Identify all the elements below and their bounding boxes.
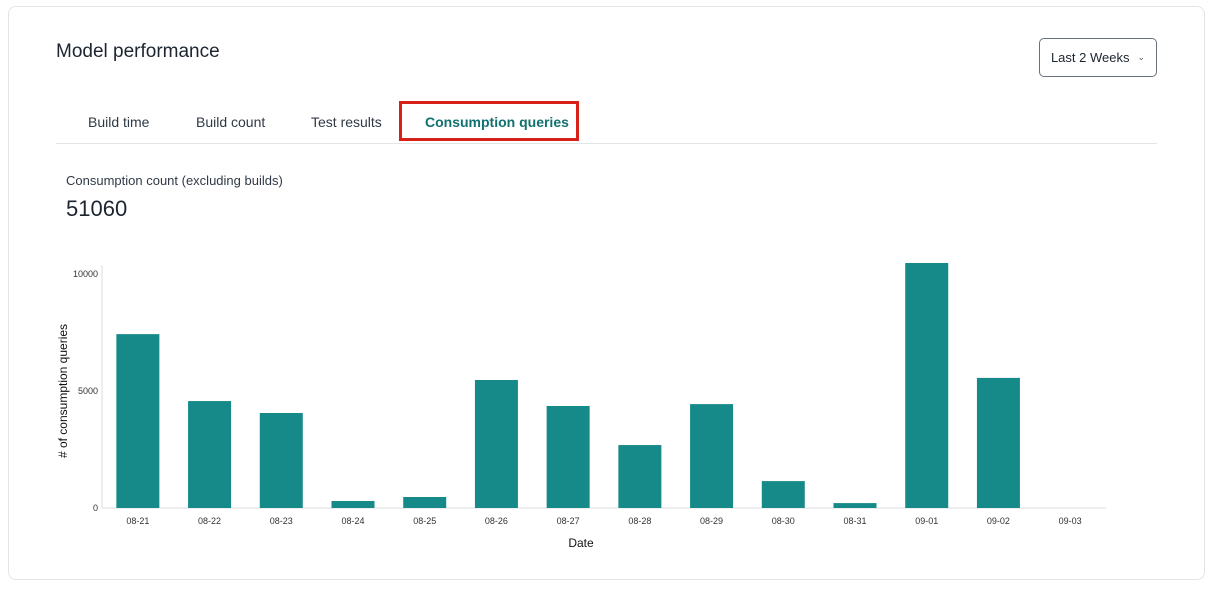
- bar-08-31: [833, 503, 877, 508]
- date-range-label: Last 2 Weeks: [1050, 50, 1130, 65]
- bar-08-24: [331, 500, 375, 508]
- chevron-down-icon: ⌄: [1137, 52, 1146, 62]
- summary-value: 51060: [66, 196, 128, 221]
- x-tick-label: 08-26: [485, 516, 508, 526]
- x-tick-label: 08-29: [700, 516, 723, 526]
- x-tick-label: 08-30: [772, 516, 795, 526]
- date-range-dropdown[interactable]: Last 2 Weeks ⌄: [1039, 38, 1157, 77]
- y-tick-label: 5000: [78, 386, 98, 396]
- tab-build-count[interactable]: Build count: [196, 114, 266, 130]
- highlight-box: [399, 101, 579, 141]
- x-tick-label: 08-24: [341, 516, 364, 526]
- y-tick-label: 0: [93, 503, 98, 513]
- x-tick-label: 09-03: [1059, 516, 1082, 526]
- tab-consumption-queries[interactable]: Consumption queries: [425, 114, 569, 130]
- x-tick-label: 09-02: [987, 516, 1010, 526]
- tab-test-results[interactable]: Test results: [311, 114, 382, 130]
- x-tick-label: 08-31: [843, 516, 866, 526]
- bar-08-29: [690, 404, 734, 508]
- x-tick-label: 08-22: [198, 516, 221, 526]
- bar-08-30: [761, 481, 805, 508]
- y-tick-label: 10000: [73, 269, 98, 279]
- bar-08-28: [618, 445, 662, 508]
- bar-08-22: [188, 401, 232, 508]
- x-tick-label: 08-23: [270, 516, 293, 526]
- bar-09-02: [976, 377, 1020, 508]
- x-tick-label: 08-27: [557, 516, 580, 526]
- x-axis-label: Date: [568, 536, 594, 550]
- bar-08-21: [116, 334, 160, 508]
- x-tick-label: 08-28: [628, 516, 651, 526]
- bar-08-26: [474, 380, 518, 508]
- y-axis-label: # of consumption queries: [56, 324, 70, 458]
- bar-08-27: [546, 405, 590, 508]
- summary-label: Consumption count (excluding builds): [66, 173, 283, 188]
- bar-09-01: [905, 263, 949, 508]
- x-tick-label: 08-21: [126, 516, 149, 526]
- bar-08-23: [259, 412, 303, 508]
- x-tick-label: 08-25: [413, 516, 436, 526]
- page-title: Model performance: [56, 41, 220, 62]
- bar-08-25: [403, 497, 447, 508]
- x-tick-label: 09-01: [915, 516, 938, 526]
- model-performance-card: [8, 6, 1205, 580]
- tab-build-time[interactable]: Build time: [88, 114, 150, 130]
- tab-bar: Build time Build count Test results Cons…: [56, 101, 1157, 144]
